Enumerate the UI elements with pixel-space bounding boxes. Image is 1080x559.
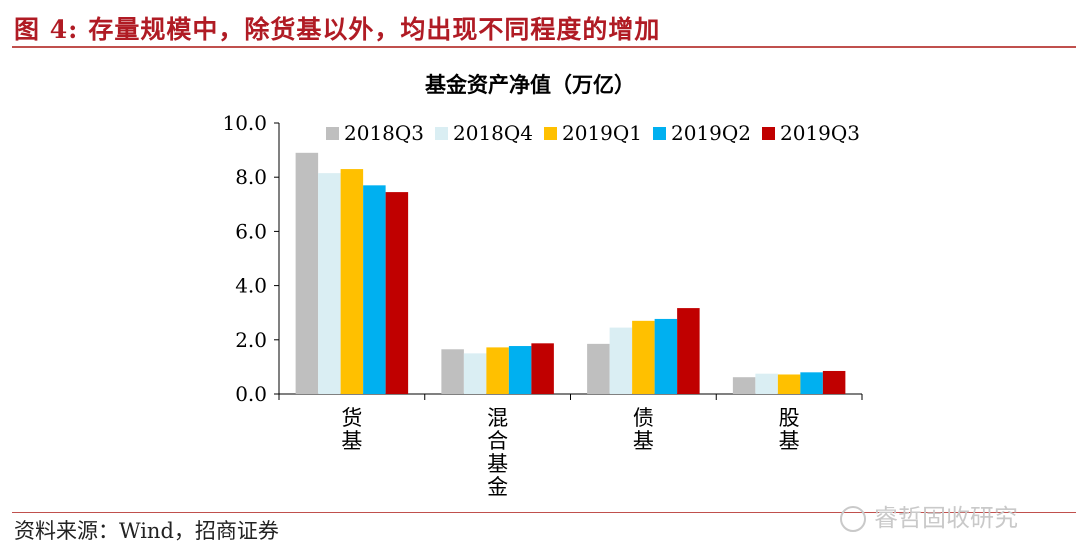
figure-number: 图 4: — [14, 15, 79, 44]
chart-legend: 2018Q3 2018Q4 2019Q1 2019Q2 2019Q3 — [326, 121, 860, 145]
bar — [531, 343, 554, 394]
source-note: 资料来源：Wind，招商证券 — [14, 519, 279, 543]
bar — [441, 349, 464, 394]
bar — [732, 377, 756, 394]
chart-title: 基金资产净值（万亿） — [425, 73, 635, 97]
bar — [340, 169, 364, 394]
legend-label: 2019Q2 — [671, 121, 751, 145]
bar — [363, 185, 386, 394]
chart-bars — [295, 152, 846, 394]
y-tick-label: 0.0 — [235, 382, 267, 406]
bar — [677, 308, 700, 394]
bar — [755, 373, 778, 394]
bar — [777, 374, 801, 394]
bar — [587, 343, 610, 394]
bar — [318, 173, 341, 394]
legend-label: 2019Q3 — [780, 121, 860, 145]
x-tick-label: 货基 — [341, 406, 362, 453]
bar — [463, 353, 487, 394]
bar — [295, 152, 319, 394]
footer-rule — [12, 512, 1076, 513]
bar — [632, 320, 655, 394]
x-tick-label: 混合基金 — [487, 406, 508, 499]
y-tick-label: 2.0 — [235, 328, 267, 352]
legend-swatch — [653, 127, 666, 140]
legend-swatch — [544, 127, 557, 140]
bar — [609, 327, 633, 394]
figure-title: 图 4: 存量规模中，除货基以外，均出现不同程度的增加 — [14, 10, 660, 46]
figure-title-text: 存量规模中，除货基以外，均出现不同程度的增加 — [88, 15, 661, 44]
wechat-icon — [840, 506, 866, 532]
y-tick-label: 8.0 — [235, 165, 267, 189]
bar — [486, 347, 509, 394]
bar — [385, 192, 409, 394]
legend-label: 2018Q4 — [453, 121, 533, 145]
x-tick-label: 债基 — [633, 406, 654, 453]
title-rule — [12, 46, 1076, 48]
bar — [508, 346, 532, 394]
legend-swatch — [762, 127, 775, 140]
chart-axes: 0.0 2.0 4.0 6.0 8.0 10.0 货基 混合基金 债基 股基 — [222, 111, 863, 499]
x-tick-label: 股基 — [779, 406, 800, 453]
bar — [654, 318, 678, 394]
bar — [800, 372, 823, 394]
bar — [822, 370, 846, 394]
legend-swatch — [435, 127, 448, 140]
legend-label: 2019Q1 — [562, 121, 642, 145]
legend-label: 2018Q3 — [344, 121, 424, 145]
y-tick-label: 4.0 — [235, 274, 267, 298]
legend-swatch — [326, 127, 339, 140]
watermark-text: 睿哲固收研究 — [874, 504, 1018, 532]
watermark: 睿哲固收研究 — [840, 498, 1018, 533]
y-tick-label: 6.0 — [235, 219, 267, 243]
y-tick-label: 10.0 — [222, 111, 267, 135]
